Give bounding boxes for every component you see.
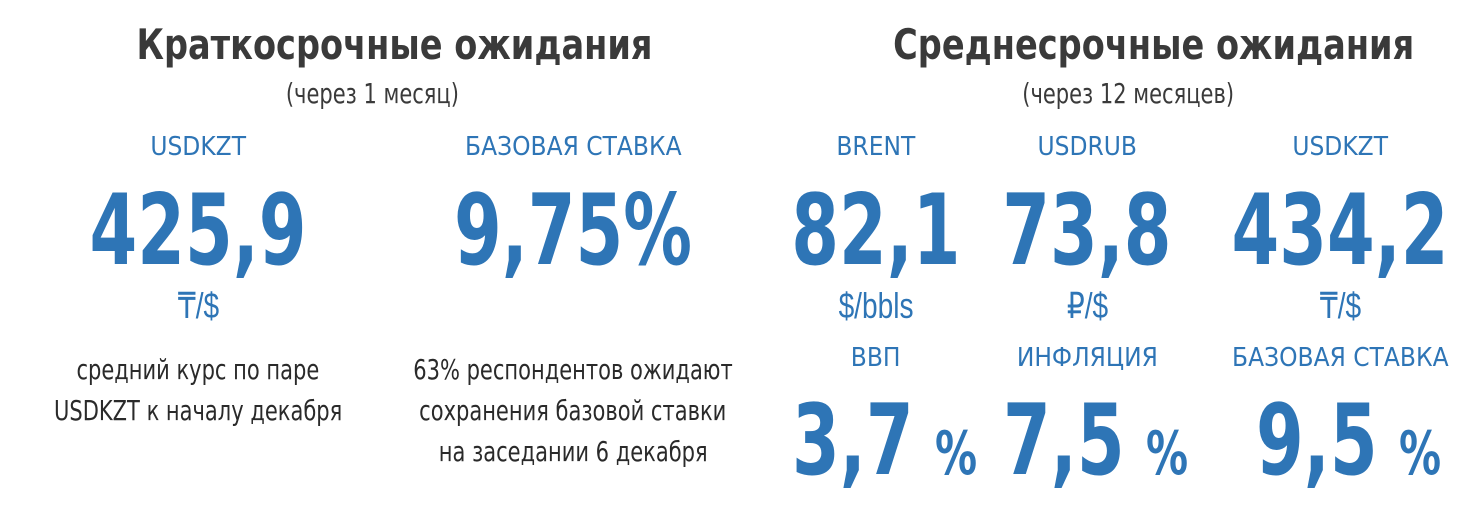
text: 82,1	[791, 174, 961, 288]
indicator-note: на заседании 6 декабря	[273, 438, 873, 466]
text: 9,5	[1256, 384, 1378, 498]
text: USDKZT	[150, 132, 246, 162]
text: 3,7	[792, 384, 914, 498]
indicator-note: 63% респондентов ожидают	[273, 356, 873, 384]
indicator-unit: ₸/$	[0, 288, 498, 324]
indicator-value: 82,1	[576, 182, 1176, 280]
text: 73,8	[1002, 174, 1172, 288]
text: 434,2	[1231, 174, 1449, 288]
indicator-unit: ₸/$	[1040, 288, 1482, 324]
indicator-note: USDKZT к началу декабря	[0, 397, 498, 425]
text: 9,75%	[454, 174, 692, 288]
text: ВВП	[851, 343, 901, 373]
text: %	[934, 419, 977, 489]
subtitle-text: (через 12 месяцев)	[1022, 77, 1234, 110]
section-subtitle: (через 12 месяцев)	[828, 80, 1428, 108]
section-subtitle: (через 1 месяц)	[72, 80, 672, 108]
rate-value: 9,5%	[1040, 392, 1482, 490]
rate-label: ВВП	[576, 345, 1176, 371]
text: 425,9	[89, 174, 307, 288]
text: ₽/$	[1066, 285, 1108, 326]
text: 7,5	[1003, 384, 1125, 498]
text: BRENT	[836, 132, 916, 162]
text: ₸/$	[177, 285, 219, 326]
indicator-value: 434,2	[1040, 182, 1482, 280]
text: БАЗОВАЯ СТАВКА	[1231, 343, 1449, 373]
text: %	[1145, 419, 1188, 489]
text: ₸/$	[1319, 285, 1361, 326]
indicator-label: USDKZT	[0, 134, 498, 160]
text: 63% респондентов ожидают	[413, 353, 733, 386]
text: сохранения базовой ставки	[419, 394, 727, 427]
text: %	[1398, 419, 1441, 489]
section-title: Краткосрочные ожидания	[72, 24, 672, 66]
title-text: Краткосрочные ожидания	[136, 20, 653, 69]
text: USDKZT к началу декабря	[53, 394, 343, 427]
text: средний курс по паре	[76, 353, 320, 386]
indicator-unit: $/bbls	[576, 288, 1176, 324]
indicator-label: BRENT	[576, 134, 1176, 160]
rate-label: БАЗОВАЯ СТАВКА	[1040, 345, 1482, 371]
section-title: Среднесрочные ожидания	[828, 24, 1428, 66]
text: USDKZT	[1292, 132, 1388, 162]
indicator-label: USDRUB	[787, 134, 1387, 160]
text: USDRUB	[1037, 132, 1137, 162]
indicator-label: БАЗОВАЯ СТАВКА	[273, 134, 873, 160]
indicator-note: средний курс по паре	[0, 356, 498, 384]
rate-value: 3,7%	[576, 392, 1176, 490]
indicator-value: 73,8	[787, 182, 1387, 280]
text: БАЗОВАЯ СТАВКА	[464, 132, 682, 162]
text: ИНФЛЯЦИЯ	[1016, 343, 1158, 373]
indicator-value: 425,9	[0, 182, 498, 280]
indicator-unit: ₽/$	[787, 288, 1387, 324]
rate-value: 7,5%	[787, 392, 1387, 490]
indicator-value: 9,75%	[273, 182, 873, 280]
indicator-note: сохранения базовой ставки	[273, 397, 873, 425]
rate-label: ИНФЛЯЦИЯ	[787, 345, 1387, 371]
subtitle-text: (через 1 месяц)	[285, 77, 459, 110]
text: $/bbls	[838, 285, 914, 326]
title-text: Среднесрочные ожидания	[893, 20, 1415, 69]
text: на заседании 6 декабря	[438, 435, 708, 468]
indicator-label: USDKZT	[1040, 134, 1482, 160]
